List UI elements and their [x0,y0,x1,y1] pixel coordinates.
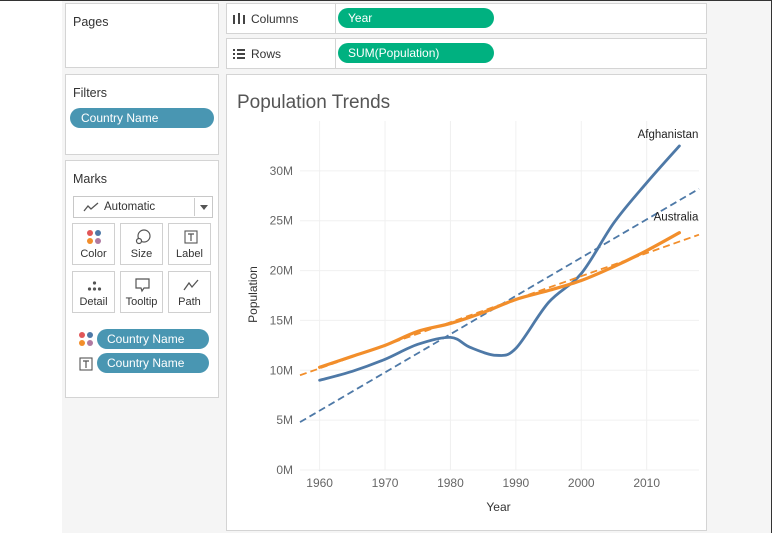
columns-label: Columns [251,12,299,26]
marks-path-button[interactable]: Path [168,271,211,313]
y-tick-label: 30M [270,164,293,178]
series-line-afghanistan [318,144,681,382]
x-tick-label: 1990 [503,476,530,490]
marks-label-label: Label [176,248,203,260]
top-border [0,0,772,1]
y-tick-label: 15M [270,313,293,327]
color-icon [87,230,101,244]
rows-pill-sum-population[interactable]: SUM(Population) [338,43,494,63]
dropdown-divider [194,198,195,216]
marks-tooltip-label: Tooltip [125,296,158,308]
shelf-divider [335,39,336,68]
pages-title: Pages [73,15,109,29]
label-encoding-pill[interactable]: Country Name [97,353,209,373]
x-tick-label: 1960 [306,476,333,490]
rows-label: Rows [251,47,282,61]
rows-shelf: Rows SUM(Population) [226,38,707,69]
marks-detail-label: Detail [79,296,108,308]
tooltip-icon [135,278,150,293]
marks-title: Marks [73,172,108,186]
y-tick-label: 0M [276,463,293,477]
x-tick-label: 2000 [568,476,595,490]
marks-color-button[interactable]: Color [72,223,115,265]
series-label-australia: Australia [654,212,699,224]
series-line-australia [318,231,681,369]
marks-label-button[interactable]: Label [168,223,211,265]
line-chart[interactable]: 0M 5M 10M 15M 20M 25M 30M 1960 1970 1980 1990 2000 2… [227,75,706,530]
y-tick-label: 20M [270,264,293,278]
chevron-down-icon [200,205,208,210]
label-icon [79,357,93,371]
marks-path-label: Path [178,296,201,308]
columns-shelf: Columns Year [226,3,707,34]
marks-color-label: Color [80,248,107,260]
series-label-afghanistan: Afghanistan [638,129,699,141]
path-icon [183,279,199,291]
label-icon [184,230,198,244]
filters-card: Filters Country Name [65,74,219,155]
view-card: Population Trends 0M 5M 10M 15M 20M 25M 30M 196… [226,74,707,531]
color-encoding-pill[interactable]: Country Name [97,329,209,349]
x-tick-label: 2010 [633,476,660,490]
marks-size-label: Size [130,248,153,260]
marks-size-button[interactable]: Size [120,223,163,265]
left-margin [0,0,62,533]
marks-detail-button[interactable]: Detail [72,271,115,313]
y-tick-label: 5M [276,413,293,427]
shelf-divider [335,4,336,33]
marks-card: Marks Automatic Color Size Label [65,160,219,398]
columns-icon [233,13,245,24]
filters-title: Filters [73,86,108,100]
mark-type-dropdown[interactable]: Automatic [73,196,213,218]
y-axis-title: Population [246,266,260,323]
filter-pill-country-name[interactable]: Country Name [70,108,214,128]
y-tick-label: 10M [270,363,293,377]
x-tick-label: 1980 [437,476,464,490]
columns-pill-year[interactable]: Year [338,8,494,28]
color-icon [79,332,93,346]
x-axis-title: Year [486,500,510,514]
pages-card: Pages [65,3,219,68]
x-tick-label: 1970 [372,476,399,490]
marks-tooltip-button[interactable]: Tooltip [120,271,163,313]
y-tick-label: 25M [270,214,293,228]
size-icon [135,229,151,245]
rows-icon [233,49,245,59]
mark-type-label: Automatic [104,201,156,213]
detail-icon [87,281,102,291]
line-mark-icon [83,202,99,212]
chart-title[interactable]: Population Trends [237,92,391,113]
